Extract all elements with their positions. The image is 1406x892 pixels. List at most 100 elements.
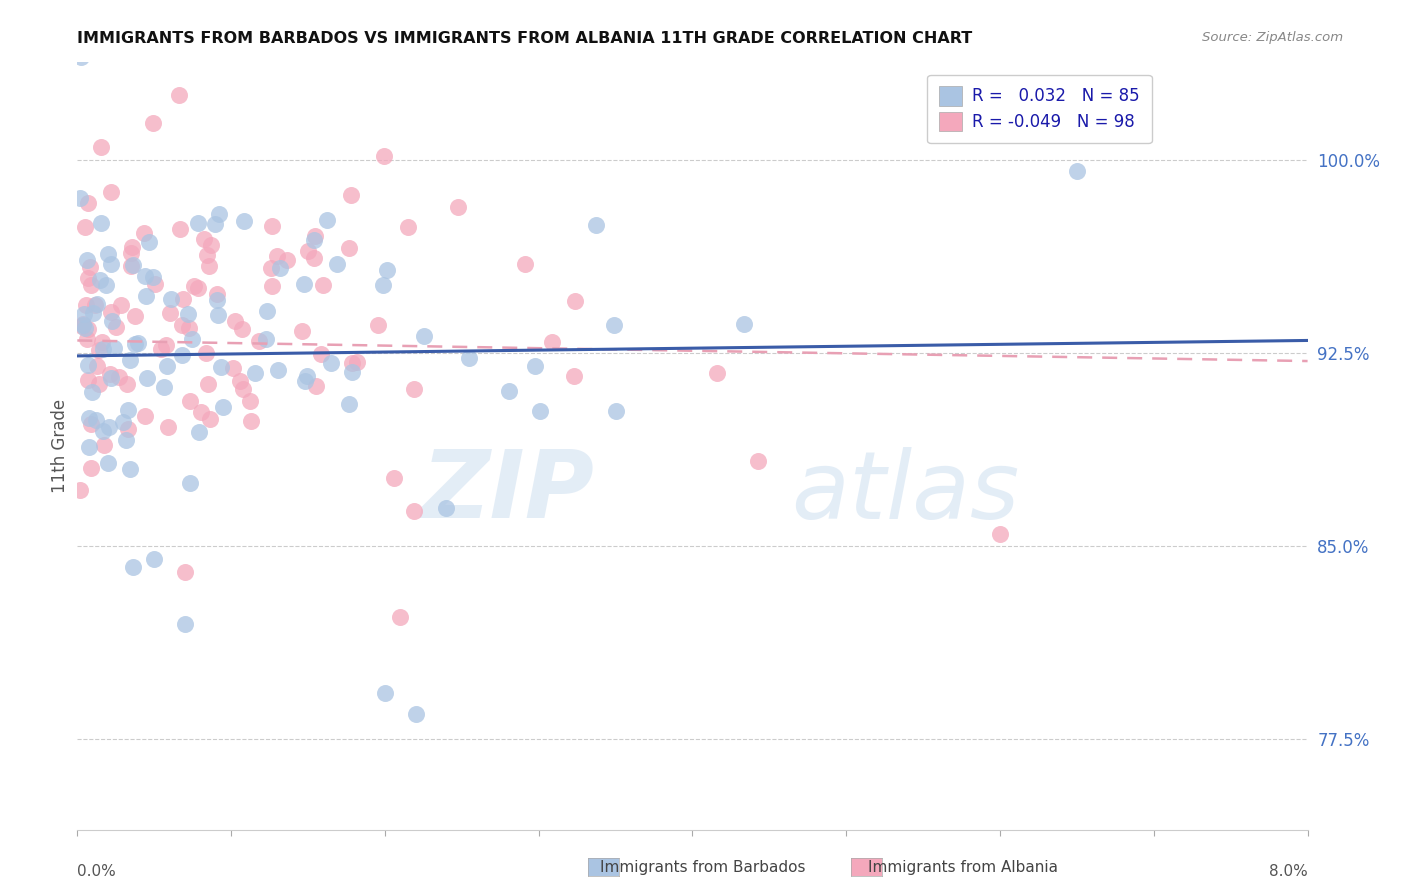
Point [69, 191, 91, 205]
Point [103, 341, 125, 355]
Text: atlas: atlas [792, 447, 1019, 538]
Point [76, 373, 98, 387]
Point [77, 410, 100, 425]
Point [149, 343, 172, 357]
Text: 0.0%: 0.0% [77, 864, 117, 880]
Point [321, 356, 343, 370]
Point [312, 278, 335, 293]
Point [174, 616, 197, 631]
Point [233, 214, 256, 228]
Point [315, 213, 337, 227]
Point [179, 393, 201, 408]
Point [69, 483, 91, 497]
Point [170, 318, 193, 332]
Point [266, 248, 288, 262]
Point [187, 281, 209, 295]
Point [97, 247, 120, 261]
Point [93, 438, 115, 452]
Point [262, 219, 284, 233]
Point [172, 292, 194, 306]
Point [402, 382, 425, 396]
Point [172, 348, 194, 362]
Point [388, 610, 411, 624]
Point [155, 359, 177, 373]
Point [79, 260, 101, 275]
Point [541, 334, 564, 349]
Point [124, 309, 146, 323]
Point [79, 417, 101, 432]
Point [77, 271, 100, 285]
Point [142, 269, 165, 284]
Point [232, 382, 254, 396]
Point [260, 261, 283, 276]
Point [76, 253, 98, 268]
Point [93, 424, 115, 438]
Point [138, 235, 160, 249]
Point [100, 304, 122, 318]
Point [326, 257, 349, 271]
Point [295, 368, 318, 383]
Point [243, 367, 266, 381]
Point [302, 233, 325, 247]
Point [117, 422, 139, 436]
Point [346, 355, 368, 369]
Point [77, 440, 100, 454]
Point [212, 401, 235, 415]
Point [529, 404, 551, 418]
Point [72, 317, 94, 331]
Point [73, 307, 96, 321]
Point [97, 419, 120, 434]
Point [195, 248, 218, 262]
Point [93, 342, 115, 356]
Text: Immigrants from Barbados: Immigrants from Barbados [600, 860, 806, 874]
Point [159, 306, 181, 320]
Point [77, 196, 100, 211]
Point [340, 187, 363, 202]
Point [340, 365, 363, 379]
Point [498, 384, 520, 398]
Point [86, 359, 108, 373]
Point [122, 258, 145, 272]
Point [143, 552, 166, 566]
Point [84, 413, 107, 427]
Point [177, 307, 200, 321]
Point [367, 318, 389, 332]
Point [294, 374, 316, 388]
Point [188, 425, 211, 439]
Point [167, 88, 190, 103]
Point [204, 217, 226, 231]
Point [190, 405, 212, 419]
Point [142, 116, 165, 130]
Point [94, 278, 117, 293]
Point [254, 332, 277, 346]
Point [180, 332, 202, 346]
Point [240, 413, 263, 427]
Point [374, 686, 396, 700]
Point [337, 241, 360, 255]
Point [198, 259, 221, 273]
Point [447, 200, 470, 214]
Point [83, 298, 105, 312]
Text: 8.0%: 8.0% [1268, 864, 1308, 880]
Point [231, 322, 253, 336]
Text: Immigrants from Albania: Immigrants from Albania [868, 860, 1059, 874]
Point [292, 277, 315, 291]
Point [134, 409, 156, 423]
Point [247, 334, 270, 348]
Point [121, 240, 143, 254]
Point [193, 232, 215, 246]
Point [89, 343, 111, 358]
Point [585, 219, 607, 233]
Point [276, 252, 298, 267]
Point [120, 462, 142, 476]
Point [436, 501, 458, 516]
Point [100, 313, 122, 327]
Point [104, 320, 127, 334]
Point [79, 277, 101, 292]
Point [371, 277, 394, 292]
Point [69, 50, 91, 64]
Point [90, 216, 112, 230]
Point [375, 263, 398, 277]
Point [136, 371, 159, 385]
Point [207, 308, 229, 322]
